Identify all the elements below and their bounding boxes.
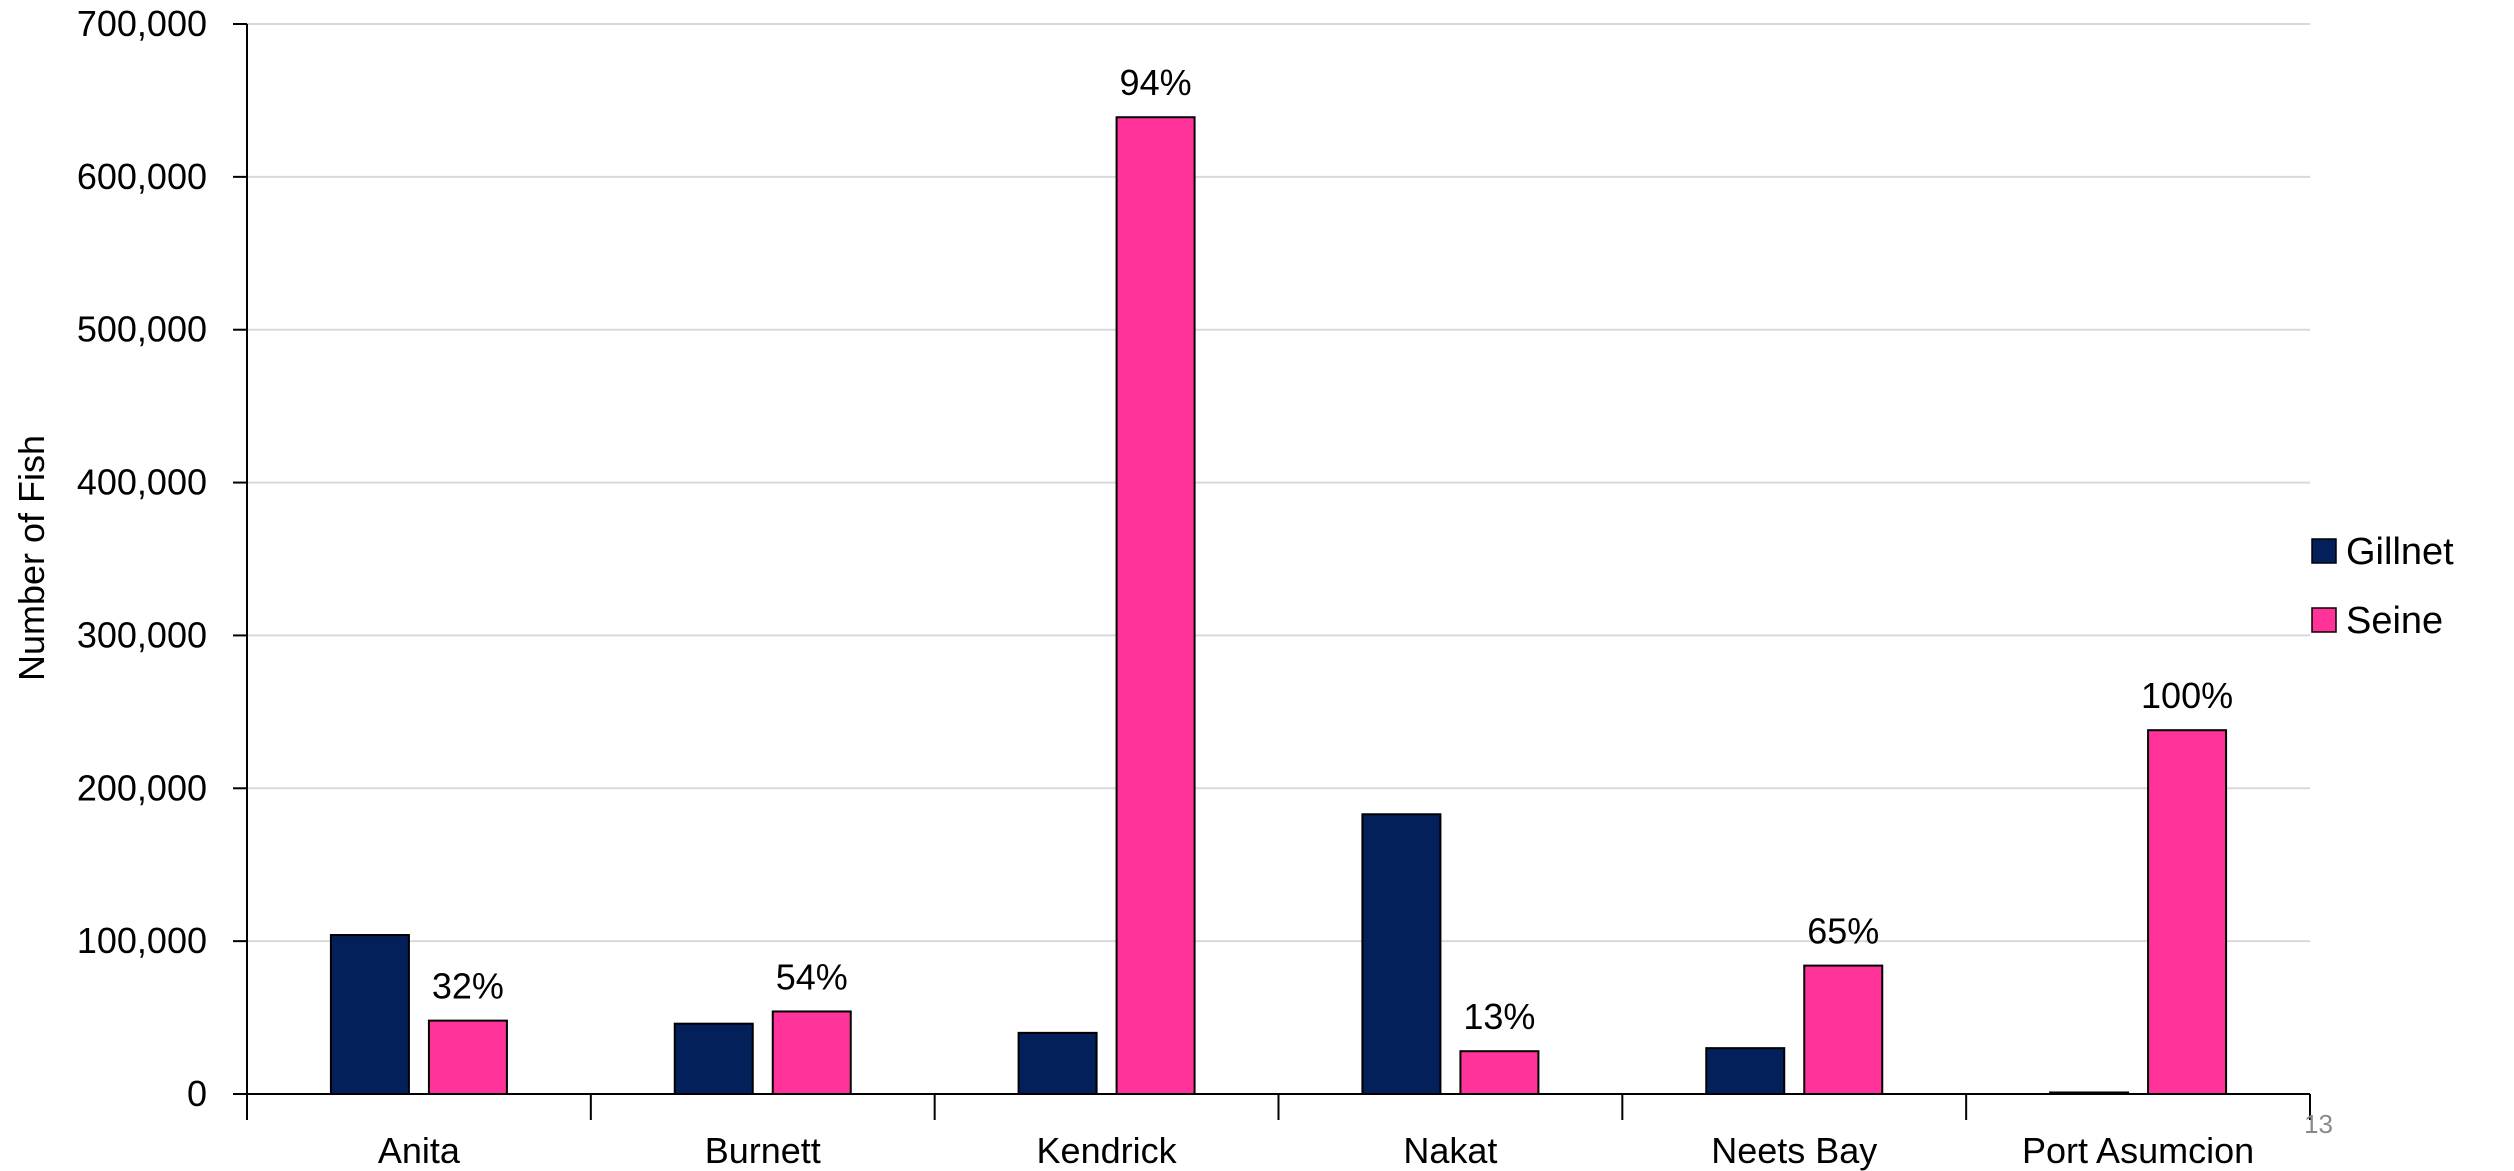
bar-gillnet-burnett: [673, 1022, 754, 1096]
y-tick-label: 200,000: [77, 767, 207, 808]
data-label: 94%: [1120, 62, 1192, 103]
x-axis: Anita Burnett Kendrick Nakat Neets Bay Port A…: [246, 1093, 2311, 1171]
data-labels: 32% 54% 94% 13% 65% 100%: [432, 62, 2233, 1037]
category-label: Kendrick: [1037, 1130, 1178, 1171]
category-label: Neets Bay: [1711, 1130, 1877, 1171]
category-label: Anita: [378, 1130, 461, 1171]
y-tick-label: 300,000: [77, 614, 207, 655]
y-tick-label: 500,000: [77, 309, 207, 350]
y-tick-label: 400,000: [77, 462, 207, 503]
data-label: 100%: [2141, 675, 2233, 716]
y-tick-label: 600,000: [77, 156, 207, 197]
legend-label-gillnet: Gillnet: [2346, 531, 2454, 573]
gridlines: [247, 23, 2310, 943]
data-label: 32%: [432, 966, 504, 1007]
category-label: Burnett: [705, 1130, 821, 1171]
y-tick-label: 700,000: [77, 3, 207, 44]
bar-gillnet-anita: [329, 934, 410, 1095]
legend: Gillnet Seine: [2311, 531, 2454, 642]
bar-gillnet-port-asumcion: [2049, 1091, 2130, 1096]
data-label: 13%: [1463, 996, 1535, 1037]
legend-label-seine: Seine: [2346, 600, 2443, 642]
category-label: Nakat: [1403, 1130, 1497, 1171]
y-tick-label: 100,000: [77, 920, 207, 961]
bar-gillnet-nakat: [1361, 813, 1442, 1095]
category-label: Port Asumcion: [2022, 1130, 2254, 1171]
y-axis-title: Number of Fish: [11, 435, 52, 681]
bar-seine-port-asumcion: [2147, 729, 2228, 1095]
legend-swatch-seine: [2311, 607, 2337, 633]
bar-seine-kendrick: [1115, 116, 1196, 1095]
bar-seine-neets-bay: [1803, 964, 1884, 1095]
bar-gillnet-kendrick: [1017, 1031, 1098, 1096]
legend-swatch-gillnet: [2311, 538, 2337, 564]
bar-seine-anita: [427, 1019, 508, 1096]
bar-seine-nakat: [1459, 1050, 1540, 1095]
bar-seine-burnett: [771, 1010, 852, 1096]
bars: [329, 116, 2228, 1096]
bar-gillnet-neets-bay: [1705, 1047, 1786, 1095]
data-label: 54%: [776, 956, 848, 997]
y-tick-label: 0: [187, 1073, 207, 1114]
y-axis: 0 100,000 200,000 300,000 400,000 500,000 600,…: [77, 3, 248, 1114]
data-label: 65%: [1807, 911, 1879, 952]
page-number: 13: [2304, 1109, 2333, 1139]
